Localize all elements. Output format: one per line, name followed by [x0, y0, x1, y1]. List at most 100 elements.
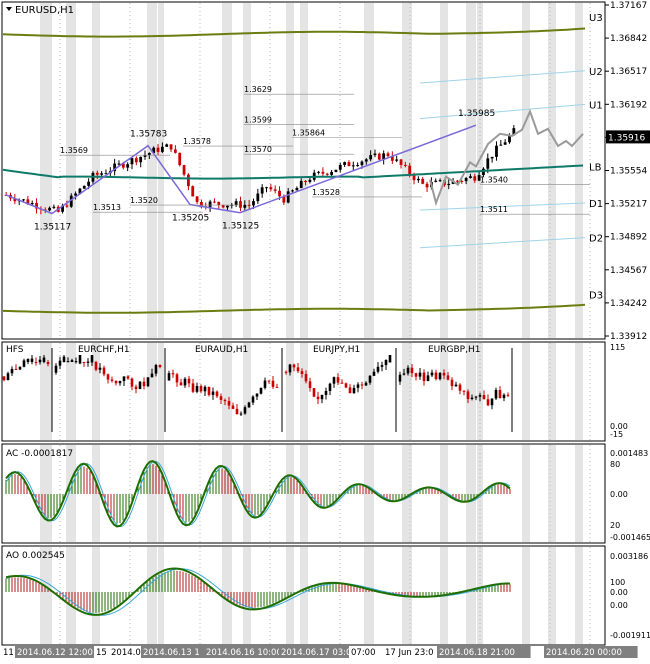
candle-body	[399, 159, 403, 165]
price-axis-label: 1.34892	[610, 233, 647, 243]
candle-body	[134, 158, 138, 163]
hfs-candle-body	[223, 399, 227, 402]
session-stripe	[243, 343, 251, 440]
hfs-candle-body	[82, 362, 86, 363]
triangle-down-icon[interactable]	[6, 7, 12, 11]
hfs-candle-body	[275, 386, 279, 388]
candle-body	[460, 180, 464, 182]
hfs-candle-body	[106, 374, 110, 380]
hfs-candle-body	[211, 391, 215, 395]
candle-body	[226, 205, 229, 208]
time-axis-label: 2014.06.16 10:00	[206, 648, 282, 658]
session-stripe	[286, 3, 294, 338]
hfs-candle-body	[54, 365, 58, 373]
candle-body	[30, 203, 34, 205]
candle-body	[512, 128, 516, 136]
time-axis-box	[349, 646, 381, 658]
hfs-title: HFS	[6, 345, 24, 355]
ac-panel[interactable]	[1, 443, 606, 544]
level-name-label: D2	[589, 234, 603, 245]
candle-body	[95, 172, 99, 175]
hfs-candle-body	[6, 373, 10, 381]
hfs-candle-body	[187, 378, 191, 384]
session-stripe	[92, 343, 100, 440]
hfs-candle-body	[62, 356, 66, 362]
hfs-candle-body	[183, 378, 187, 386]
hfs-candle-body	[2, 376, 6, 381]
oscillator-scale-label: 20	[610, 521, 620, 530]
hfs-plot: EURCHF,H1 EURAUD,H1 EURJPY,H1 EURGBP,H1	[2, 345, 513, 432]
session-stripe	[364, 343, 374, 440]
candle-body	[508, 135, 511, 143]
band-upper-u3	[2, 27, 586, 38]
session-stripe	[440, 3, 448, 338]
candle-body	[26, 199, 30, 205]
candle-body	[421, 178, 425, 184]
session-stripe	[222, 3, 232, 338]
candle-body	[173, 149, 177, 153]
hfs-candle-body	[368, 375, 372, 383]
oscillator-scale-label: 0.001483	[610, 449, 648, 458]
session-stripe	[548, 343, 556, 440]
hfs-candle-body	[454, 384, 458, 387]
hfs-candle-body	[422, 372, 426, 382]
time-axis-label: 07:00	[351, 648, 376, 658]
ac-plot	[5, 460, 511, 528]
oscillator-scale-label: -0.001465	[610, 533, 650, 542]
candle-body	[239, 201, 242, 208]
session-stripe	[575, 547, 583, 644]
session-stripe	[40, 343, 52, 440]
oscillator-scale-label: -0.001911	[610, 631, 650, 640]
candle-body	[382, 153, 386, 160]
hfs-candle-body	[316, 396, 320, 400]
level-name-label: LB	[589, 162, 602, 173]
ao-panel[interactable]	[1, 545, 606, 646]
candle-body	[286, 191, 290, 203]
candle-body	[160, 146, 164, 152]
session-stripe	[147, 3, 157, 338]
hfs-candle-body	[267, 380, 271, 382]
candle-body	[269, 187, 273, 190]
session-stripe	[440, 343, 448, 440]
candle-body	[295, 188, 299, 191]
candle-body	[35, 203, 38, 209]
hfs-candle-body	[130, 378, 134, 387]
candle-body	[503, 142, 507, 145]
hfs-candle-body	[122, 376, 126, 382]
session-stripe	[300, 547, 308, 644]
hfs-symbol-label: EURCHF,H1	[78, 345, 130, 355]
price-axis-label: 1.37167	[610, 1, 647, 11]
hfs-scale-label: 115	[610, 343, 625, 352]
candle-body	[408, 165, 412, 175]
hfs-candle-body	[70, 360, 74, 362]
hfs-panel[interactable]	[1, 341, 606, 442]
hfs-candle-body	[494, 389, 498, 399]
hfs-candle-body	[142, 381, 146, 387]
session-stripe	[402, 445, 412, 542]
projection-channel-line	[419, 70, 586, 84]
hfs-candle-body	[251, 396, 255, 403]
hfs-candle-body	[414, 373, 418, 377]
candle-body	[464, 178, 468, 182]
hfs-candle-body	[207, 386, 211, 395]
session-stripe	[158, 3, 164, 338]
candle-body	[82, 185, 86, 189]
zigzag-label: 1.35783	[130, 130, 167, 140]
session-stripe	[222, 445, 232, 542]
candle-body	[100, 173, 104, 175]
candle-body	[230, 204, 234, 206]
candle-body	[256, 193, 260, 202]
session-stripe	[402, 3, 412, 338]
oscillator-scale-label: 0.003186	[610, 552, 648, 561]
candle-body	[247, 204, 251, 206]
hfs-candle-body	[296, 367, 300, 372]
hfs-scale-label: -15	[610, 430, 623, 439]
hfs-candle-body	[506, 394, 510, 396]
hfs-candle-body	[336, 377, 340, 383]
candle-body	[477, 174, 481, 181]
time-axis-label: 2014.0	[111, 648, 141, 658]
candle-body	[22, 199, 25, 201]
